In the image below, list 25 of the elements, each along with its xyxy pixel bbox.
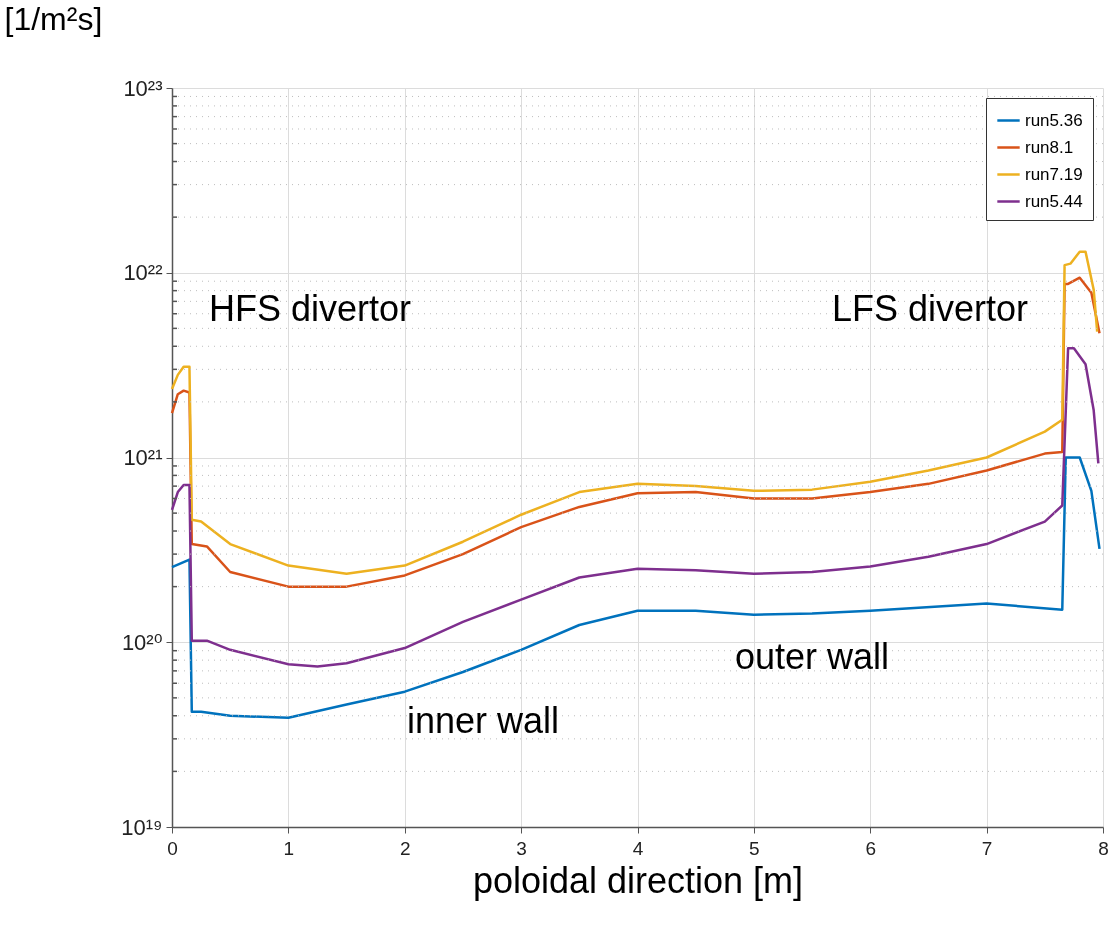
x-tick-label: 1 — [283, 837, 295, 859]
y-tick-label: 10²⁰ — [121, 629, 163, 655]
y-tick-label: 10²³ — [123, 75, 163, 101]
legend-label: run8.1 — [1025, 137, 1074, 157]
y-tick-label: 10²¹ — [123, 445, 163, 470]
x-tick-label: 7 — [981, 837, 993, 859]
x-tick-label: 6 — [865, 837, 877, 859]
annotation: HFS divertor — [208, 288, 412, 329]
y-axis-title: [1/m²s] — [4, 0, 103, 37]
y-tick-label: 10²² — [123, 260, 163, 286]
annotation: LFS divertor — [831, 288, 1029, 329]
x-tick-label: 8 — [1098, 837, 1109, 859]
annotation: inner wall — [406, 700, 560, 741]
legend-label: run5.36 — [1025, 110, 1083, 130]
x-tick-label: 5 — [749, 837, 760, 859]
legend-label: run7.19 — [1025, 164, 1083, 184]
x-tick-label: 0 — [167, 837, 178, 859]
x-tick-label: 2 — [399, 837, 411, 859]
line-series — [170, 347, 1100, 668]
annotation: outer wall — [734, 636, 890, 677]
legend-label: run5.44 — [1025, 191, 1083, 211]
x-axis-title: poloidal direction [m] — [472, 859, 804, 901]
y-tick-label: 10¹⁹ — [121, 814, 163, 840]
x-tick-label: 4 — [632, 837, 644, 859]
x-tick-label: 3 — [516, 837, 527, 859]
